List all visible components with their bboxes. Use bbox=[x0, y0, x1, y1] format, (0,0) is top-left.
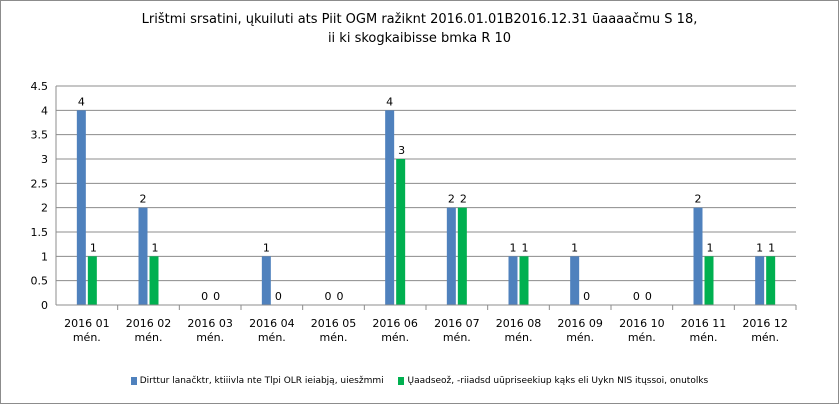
x-tick-label-10-line-1: 2016 10 bbox=[619, 317, 665, 330]
legend-label-series-1: Dirttur lanačktr, ktiiivla nte Tlpi OLR … bbox=[139, 376, 384, 386]
data-label-series-2-4: 0 bbox=[275, 290, 282, 303]
x-tick-label-8-line-1: 2016 08 bbox=[496, 317, 542, 330]
bar-series-1-6 bbox=[385, 110, 395, 305]
legend-swatch-series-2 bbox=[398, 377, 405, 385]
y-tick-label-2: 1 bbox=[41, 250, 48, 263]
data-label-series-1-7: 2 bbox=[448, 193, 455, 206]
bar-series-1-1 bbox=[76, 110, 86, 305]
bar-series-2-11 bbox=[704, 256, 714, 305]
x-tick-label-12-line-2: mén. bbox=[751, 331, 779, 344]
bar-series-1-11 bbox=[693, 207, 703, 305]
chart-title-line1: Lrištmi srsatini, ųkuiluti ats Piit OGM … bbox=[141, 12, 698, 27]
data-label-series-2-10: 0 bbox=[645, 290, 652, 303]
x-tick-label-11-line-2: mén. bbox=[690, 331, 718, 344]
bar-series-1-8 bbox=[508, 256, 518, 305]
data-label-series-1-9: 1 bbox=[571, 241, 578, 254]
y-tick-label-5: 2.5 bbox=[31, 177, 49, 190]
chart-title-line2: ii ki skogkaibisse bmka R 10 bbox=[327, 31, 512, 46]
data-label-series-2-11: 1 bbox=[707, 241, 714, 254]
chart-title: Lrištmi srsatini, ųkuiluti ats Piit OGM … bbox=[0, 10, 839, 48]
x-tick-label-8-line-2: mén. bbox=[505, 331, 533, 344]
bar-series-1-2 bbox=[138, 207, 148, 305]
data-label-series-2-9: 0 bbox=[583, 290, 590, 303]
y-tick-label-6: 3 bbox=[41, 153, 48, 166]
x-tick-label-3-line-1: 2016 03 bbox=[187, 317, 233, 330]
x-tick-label-9-line-1: 2016 09 bbox=[557, 317, 603, 330]
y-tick-label-8: 4 bbox=[41, 104, 48, 117]
legend-item-series-2: Ųaadseož, -riiadsd uūpriseekiup kąks eli… bbox=[398, 376, 708, 386]
bar-series-1-9 bbox=[570, 256, 580, 305]
bar-series-2-12 bbox=[766, 256, 776, 305]
bar-series-2-8 bbox=[519, 256, 529, 305]
data-label-series-2-8: 1 bbox=[522, 241, 529, 254]
x-tick-label-9-line-2: mén. bbox=[566, 331, 594, 344]
data-label-series-1-11: 2 bbox=[695, 193, 702, 206]
data-label-series-2-6: 3 bbox=[398, 144, 405, 157]
data-label-series-1-1: 4 bbox=[78, 95, 85, 108]
data-label-series-2-5: 0 bbox=[337, 290, 344, 303]
data-label-series-1-4: 1 bbox=[263, 241, 270, 254]
x-tick-label-11-line-1: 2016 11 bbox=[681, 317, 727, 330]
bar-series-2-7 bbox=[457, 207, 467, 305]
data-label-series-1-5: 0 bbox=[325, 290, 332, 303]
y-tick-label-9: 4.5 bbox=[31, 80, 49, 93]
x-tick-label-6-line-2: mén. bbox=[381, 331, 409, 344]
legend-label-series-2: Ųaadseož, -riiadsd uūpriseekiup kąks eli… bbox=[407, 376, 709, 386]
x-tick-label-4-line-1: 2016 04 bbox=[249, 317, 295, 330]
x-tick-label-4-line-2: mén. bbox=[258, 331, 286, 344]
data-label-series-2-3: 0 bbox=[213, 290, 220, 303]
x-tick-label-5-line-2: mén. bbox=[320, 331, 348, 344]
legend-swatch-series-1 bbox=[130, 377, 137, 385]
x-tick-label-1-line-1: 2016 01 bbox=[64, 317, 110, 330]
y-tick-label-0: 0 bbox=[41, 299, 48, 312]
legend-item-series-1: Dirttur lanačktr, ktiiivla nte Tlpi OLR … bbox=[130, 376, 384, 386]
data-label-series-2-12: 1 bbox=[768, 241, 775, 254]
x-tick-label-7-line-1: 2016 07 bbox=[434, 317, 480, 330]
data-label-series-1-6: 4 bbox=[386, 95, 393, 108]
x-tick-label-2-line-1: 2016 02 bbox=[126, 317, 172, 330]
data-label-series-1-2: 2 bbox=[140, 193, 147, 206]
x-tick-label-7-line-2: mén. bbox=[443, 331, 471, 344]
data-label-series-1-8: 1 bbox=[510, 241, 517, 254]
y-tick-label-3: 1.5 bbox=[31, 226, 49, 239]
data-label-series-2-2: 1 bbox=[152, 241, 159, 254]
bar-series-2-2 bbox=[149, 256, 159, 305]
data-label-series-2-1: 1 bbox=[90, 241, 97, 254]
bar-series-1-4 bbox=[261, 256, 271, 305]
data-label-series-2-7: 2 bbox=[460, 193, 467, 206]
bar-series-1-12 bbox=[755, 256, 765, 305]
x-tick-label-2-line-2: mén. bbox=[135, 331, 163, 344]
x-tick-label-3-line-2: mén. bbox=[196, 331, 224, 344]
x-tick-label-5-line-1: 2016 05 bbox=[311, 317, 357, 330]
y-tick-label-7: 3.5 bbox=[31, 129, 49, 142]
y-tick-label-1: 0.5 bbox=[31, 275, 49, 288]
data-label-series-1-10: 0 bbox=[633, 290, 640, 303]
bar-series-2-1 bbox=[87, 256, 97, 305]
y-tick-label-4: 2 bbox=[41, 202, 48, 215]
data-label-series-1-12: 1 bbox=[756, 241, 763, 254]
x-tick-label-10-line-2: mén. bbox=[628, 331, 656, 344]
x-tick-label-6-line-1: 2016 06 bbox=[372, 317, 418, 330]
bar-series-2-6 bbox=[396, 159, 406, 305]
data-label-series-1-3: 0 bbox=[201, 290, 208, 303]
x-tick-label-12-line-1: 2016 12 bbox=[742, 317, 788, 330]
x-tick-label-1-line-2: mén. bbox=[73, 331, 101, 344]
legend: Dirttur lanačktr, ktiiivla nte Tlpi OLR … bbox=[0, 376, 839, 388]
bar-series-1-7 bbox=[446, 207, 456, 305]
